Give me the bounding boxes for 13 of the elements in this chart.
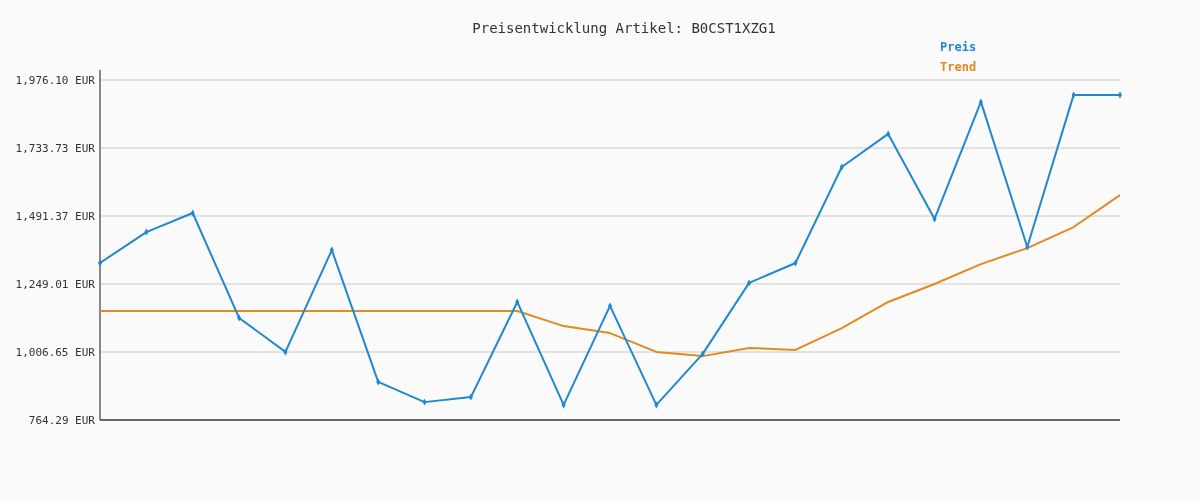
y-tick-label: 764.29 EUR — [28, 413, 96, 427]
y-tick-label: 1,249.01 EUR — [15, 277, 96, 291]
point — [1117, 91, 1123, 99]
y-tick-label: 1,976.10 EUR — [15, 73, 96, 87]
y-tick-label: 1,733.73 EUR — [15, 141, 96, 155]
point — [607, 302, 613, 310]
chart-title: Preisentwicklung Artikel: B0CST1XZG1 — [472, 20, 776, 36]
text: Preis — [940, 40, 977, 54]
y-tick-label: 1,491.37 EUR — [15, 209, 96, 223]
text: Trend — [940, 60, 977, 74]
point — [97, 259, 103, 267]
line-series — [99, 194, 1121, 358]
y-tick-label: 1,006.65 EUR — [15, 345, 96, 359]
